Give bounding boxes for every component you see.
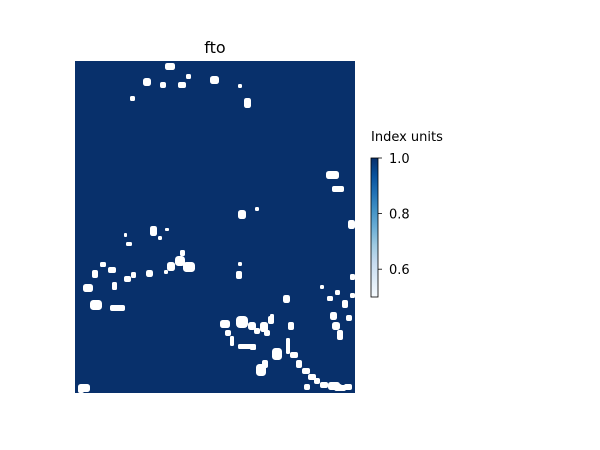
- low-value-patch: [250, 346, 256, 350]
- low-value-patch: [183, 262, 195, 272]
- low-value-patch: [126, 242, 132, 246]
- low-value-patch: [165, 228, 169, 231]
- low-value-patch: [244, 98, 251, 108]
- colorbar-tick-label: 0.6: [389, 263, 410, 278]
- low-value-patch: [167, 262, 175, 271]
- colorbar-ticks: 0.6 0.8 1.0: [378, 152, 410, 278]
- colorbar-label: Index units: [371, 130, 443, 145]
- low-value-patch: [296, 360, 302, 368]
- low-value-patch: [160, 82, 166, 88]
- low-value-patch: [326, 171, 339, 179]
- low-value-patch: [283, 295, 290, 303]
- heatmap-plot-area: [75, 61, 355, 393]
- low-value-patch: [238, 262, 242, 266]
- low-value-patch: [143, 78, 151, 86]
- low-value-patch: [92, 270, 98, 278]
- low-value-patch: [165, 63, 175, 70]
- low-value-patch: [150, 226, 157, 236]
- low-value-patch: [100, 262, 106, 267]
- low-value-patch: [83, 284, 93, 292]
- low-value-patch: [314, 378, 320, 384]
- low-value-patch: [308, 374, 316, 380]
- low-value-patches: [78, 63, 355, 393]
- low-value-patch: [225, 330, 231, 336]
- low-value-patch: [124, 276, 131, 282]
- low-value-patch: [290, 352, 298, 358]
- low-value-patch: [175, 256, 185, 266]
- low-value-patch: [350, 293, 355, 298]
- low-value-patch: [286, 338, 290, 354]
- colorbar-gradient: [370, 157, 379, 298]
- low-value-patch: [344, 384, 352, 390]
- low-value-patch: [320, 382, 328, 388]
- low-value-patch: [337, 330, 343, 340]
- low-value-patch: [348, 220, 355, 229]
- low-value-patch: [108, 267, 116, 273]
- low-value-patch: [332, 186, 344, 192]
- low-value-patch: [302, 368, 310, 374]
- low-value-patch: [236, 271, 242, 279]
- low-value-patch: [255, 207, 259, 211]
- low-value-patch: [330, 312, 337, 320]
- chart-title: fto: [204, 38, 225, 57]
- low-value-patch: [335, 290, 340, 295]
- low-value-patch: [90, 300, 102, 310]
- low-value-patch: [124, 233, 127, 237]
- low-value-patch: [304, 384, 310, 390]
- low-value-patch: [260, 322, 268, 332]
- heatmap-field: [75, 61, 355, 393]
- low-value-patch: [110, 305, 125, 311]
- low-value-patch: [332, 322, 340, 330]
- low-value-patch: [210, 76, 219, 84]
- low-value-patch: [346, 315, 352, 321]
- low-value-patch: [272, 348, 282, 360]
- low-value-patch: [230, 336, 234, 346]
- low-value-patch: [264, 330, 270, 336]
- low-value-patch: [334, 384, 342, 391]
- low-value-patch: [112, 282, 117, 290]
- low-value-patch: [238, 84, 242, 88]
- low-value-patch: [350, 274, 355, 280]
- low-value-patch: [238, 210, 246, 219]
- low-value-patch: [256, 364, 266, 376]
- low-value-patch: [131, 272, 136, 278]
- low-value-patch: [158, 236, 162, 240]
- low-value-patch: [327, 296, 333, 301]
- low-value-patch: [270, 314, 274, 320]
- low-value-patch: [320, 285, 324, 289]
- low-value-patch: [146, 270, 153, 277]
- low-value-patch: [236, 316, 248, 328]
- low-value-patch: [248, 322, 256, 330]
- low-value-patch: [186, 74, 191, 79]
- low-value-patch: [288, 322, 294, 330]
- low-value-patch: [180, 250, 185, 256]
- low-value-patch: [164, 270, 168, 274]
- low-value-patch: [220, 320, 230, 328]
- low-value-patch: [130, 96, 135, 101]
- low-value-patch: [254, 328, 260, 334]
- colorbar: 0.6 0.8 1.0: [370, 152, 410, 298]
- low-value-patch: [178, 82, 186, 88]
- colorbar-tick-label: 1.0: [389, 152, 410, 167]
- colorbar-tick-label: 0.8: [389, 208, 410, 223]
- low-value-patch: [342, 300, 348, 308]
- low-value-patch: [78, 386, 84, 393]
